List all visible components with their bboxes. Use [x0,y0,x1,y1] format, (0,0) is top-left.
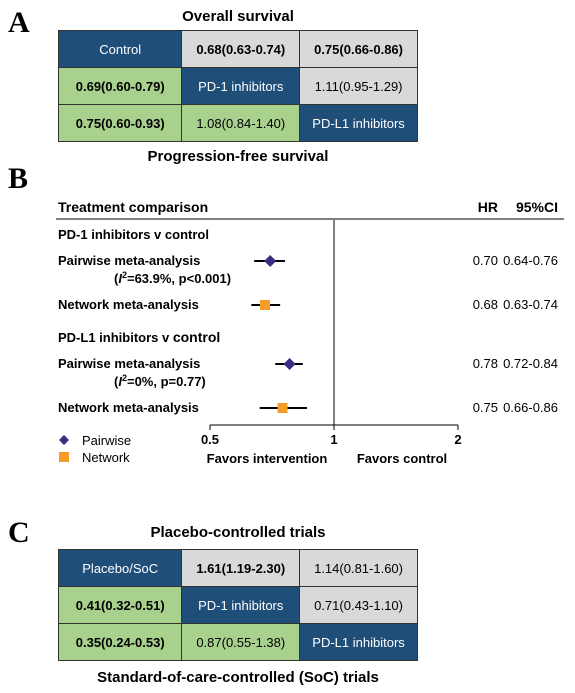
column-header-hr: HR [478,199,498,215]
heterogeneity-part: ( [114,374,119,389]
estimate-cell: 1.14(0.81-1.60) [299,549,418,587]
row-label: Pairwise meta-analysis [58,253,200,268]
estimate-cell: 0.41(0.32-0.51) [57,586,183,624]
heterogeneity-part: =63.9%, p<0.001) [127,271,231,286]
favors-intervention-label: Favors intervention [207,451,328,466]
legend-pairwise-marker [59,435,69,445]
estimate-cell: 0.71(0.43-1.10) [299,586,418,624]
x-axis-tick-label: 2 [454,432,461,447]
hr-value: 0.78 [473,356,498,371]
row-label: Network meta-analysis [58,400,199,415]
legend-network-label: Network [82,450,130,465]
table-row: Control 0.68(0.63-0.74) 0.75(0.66-0.86) [57,30,418,68]
group-title-main: PD-L1 inhibitors v [58,330,173,345]
pairwise-estimate-marker [283,358,296,370]
panel-b-letter: B [8,162,29,195]
treatment-label-cell: Placebo/SoC [57,549,183,587]
estimate-cell: 0.69(0.60-0.79) [57,67,183,105]
ci-value: 0.64-0.76 [503,253,558,268]
treatment-label-cell: PD-L1 inhibitors [299,623,418,661]
x-axis-tick-label: 0.5 [201,432,219,447]
legend-pairwise-label: Pairwise [82,433,131,448]
estimate-cell: 0.68(0.63-0.74) [181,30,301,68]
panel-a-letter: A [8,6,30,39]
estimate-cell: 0.75(0.60-0.93) [57,104,183,142]
ci-value: 0.63-0.74 [503,297,558,312]
column-header-ci: 95%CI [516,199,558,215]
column-header-treatment: Treatment comparison [58,199,208,215]
panel-a-bottom-title: Progression-free survival [147,148,329,165]
panel-c-bottom-title: Standard-of-care-controlled (SoC) trials [97,669,379,686]
estimate-cell: 0.87(0.55-1.38) [181,623,301,661]
hr-value: 0.68 [473,297,498,312]
favors-control-label: Favors control [357,451,447,466]
network-estimate-marker [260,300,271,310]
row-label: Network meta-analysis [58,297,199,312]
heterogeneity-part: =0%, p=0.77) [127,374,206,389]
ci-value: 0.72-0.84 [503,356,558,371]
estimate-cell: 1.11(0.95-1.29) [299,67,418,105]
league-table-a: Control 0.68(0.63-0.74) 0.75(0.66-0.86) 0.6… [57,30,418,142]
pairwise-estimate-marker [264,255,277,267]
heterogeneity-label: (I2=63.9%, p<0.001) [114,270,231,286]
hr-value: 0.70 [473,253,498,268]
table-row: 0.41(0.32-0.51) PD-1 inhibitors 0.71(0.43-… [57,586,418,624]
treatment-label-cell: PD-L1 inhibitors [299,104,418,142]
estimate-cell: 0.75(0.66-0.86) [299,30,418,68]
hr-value: 0.75 [473,400,498,415]
group-title-tail: control [173,329,220,345]
legend-network-marker [59,452,69,462]
table-row: 0.75(0.60-0.93) 1.08(0.84-1.40) PD-L1 inhi… [57,104,418,142]
panel-c-letter: C [8,516,30,549]
network-estimate-marker [277,403,288,413]
estimate-cell: 1.08(0.84-1.40) [181,104,301,142]
group-title: PD-1 inhibitors v control [58,227,209,242]
heterogeneity-part: 2 [122,373,127,383]
row-label: Pairwise meta-analysis [58,356,200,371]
table-row: 0.69(0.60-0.79) PD-1 inhibitors 1.11(0.95-… [57,67,418,105]
forest-plot: Treatment comparison HR 95%CI 0.5 1 2 Favors i… [56,199,564,466]
estimate-cell: 0.35(0.24-0.53) [57,623,183,661]
estimate-cell: 1.61(1.19-2.30) [181,549,301,587]
panel-a-title: Overall survival [182,8,294,25]
heterogeneity-part: I [118,271,122,286]
treatment-label-cell: PD-1 inhibitors [181,586,301,624]
league-table-c: Placebo/SoC 1.61(1.19-2.30) 1.14(0.81-1.60… [57,549,418,661]
heterogeneity-label: (I2=0%, p=0.77) [114,373,206,389]
table-row: 0.35(0.24-0.53) 0.87(0.55-1.38) PD-L1 inhi… [57,623,418,661]
table-row: Placebo/SoC 1.61(1.19-2.30) 1.14(0.81-1.60… [57,549,418,587]
panel-c-title: Placebo-controlled trials [150,524,326,541]
x-axis-tick-label: 1 [330,432,337,447]
ci-value: 0.66-0.86 [503,400,558,415]
heterogeneity-part: ( [114,271,119,286]
treatment-label-cell: PD-1 inhibitors [181,67,301,105]
heterogeneity-part: 2 [122,270,127,280]
group-title: PD-L1 inhibitors v control [58,329,220,345]
heterogeneity-part: I [118,374,122,389]
treatment-label-cell: Control [57,30,183,68]
